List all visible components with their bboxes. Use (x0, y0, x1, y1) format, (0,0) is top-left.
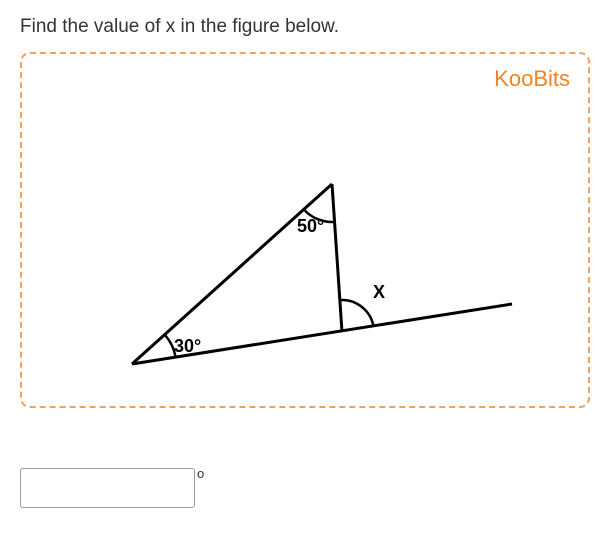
label-30: 30° (174, 336, 201, 357)
label-x: X (373, 282, 385, 303)
triangle-diagram: 30° 50° X (102, 154, 522, 389)
side-bc (332, 184, 342, 332)
arc-x (340, 300, 374, 327)
figure-container: KooBits 30° 50° X (20, 52, 590, 408)
question-text: Find the value of x in the figure below. (20, 16, 596, 38)
triangle-svg (102, 154, 522, 384)
answer-row: o (20, 468, 596, 508)
answer-input[interactable] (20, 468, 195, 508)
label-50: 50° (297, 216, 324, 237)
degree-symbol: o (197, 466, 204, 481)
brand-label: KooBits (494, 66, 570, 92)
